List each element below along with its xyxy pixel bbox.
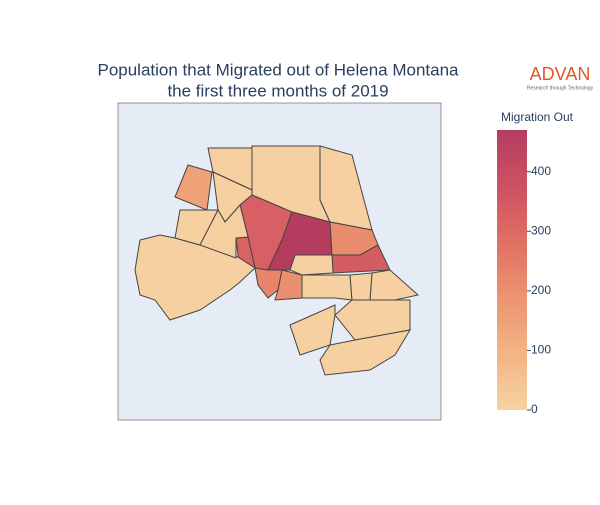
region [199, 203, 249, 259]
region [319, 329, 411, 376]
colorbar-title: Migration Out [501, 110, 574, 124]
colorbar-tick-label: 300 [531, 223, 551, 237]
colorbar-tick-label: 400 [531, 164, 551, 178]
colorbar-ticks: 0 100 200 300 400 [527, 164, 551, 416]
title-line: Population that Migrated out of Helena M… [97, 60, 459, 79]
colorbar [497, 130, 527, 410]
region [289, 254, 334, 276]
colorbar-tick-label: 100 [531, 343, 551, 357]
logo-name: ADVAN [530, 64, 591, 84]
region [289, 304, 336, 356]
regions [134, 145, 420, 376]
region [349, 272, 373, 301]
colorbar-tick-label: 200 [531, 283, 551, 297]
logo-tagline: Research through Technology [527, 85, 594, 91]
region [301, 274, 353, 301]
colorbar-tick-label: 0 [531, 402, 538, 416]
title-line: the first three months of 2019 [167, 81, 388, 100]
